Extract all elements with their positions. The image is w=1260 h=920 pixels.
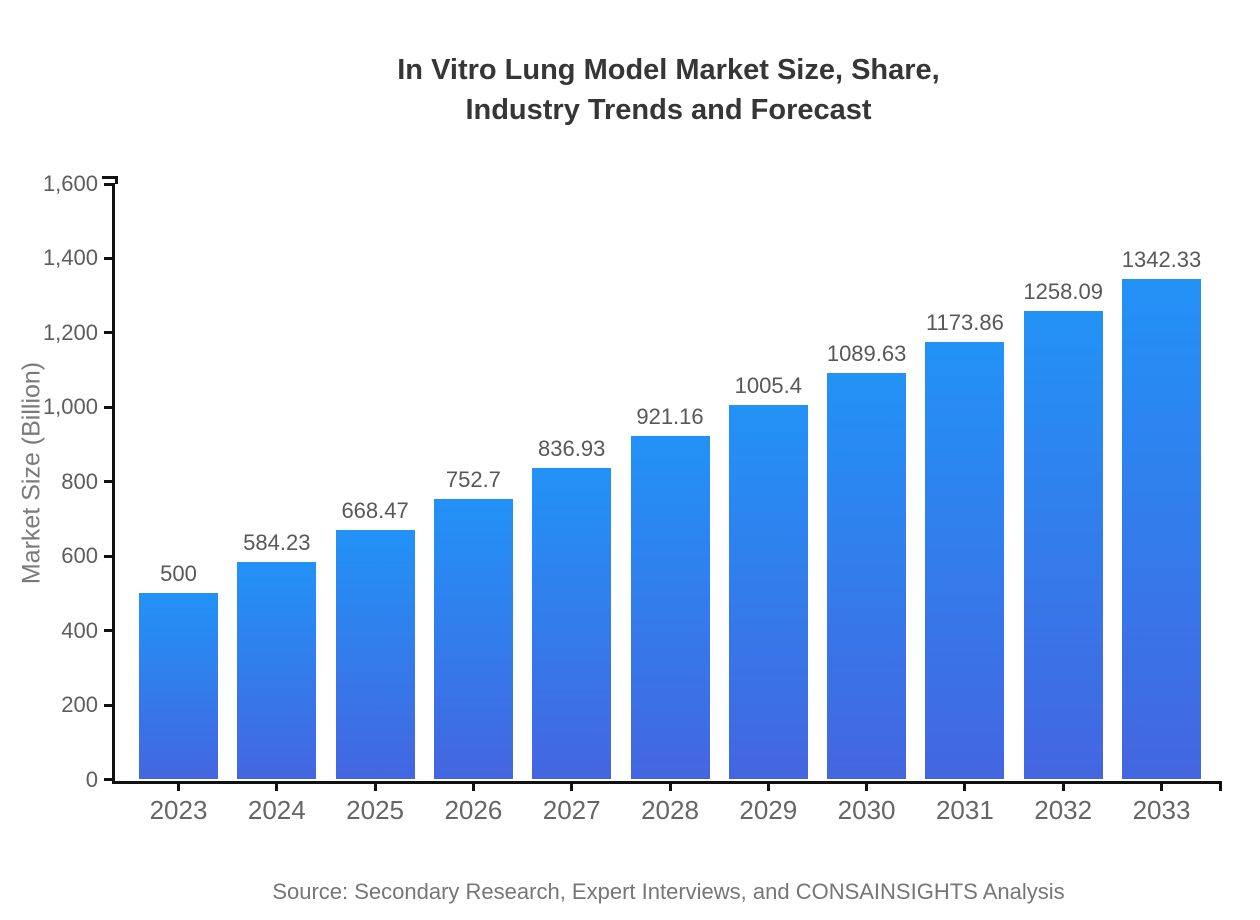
x-tick-mark	[1160, 781, 1163, 791]
x-tick-label: 2030	[837, 795, 896, 825]
chart-title: In Vitro Lung Model Market Size, Share, …	[115, 50, 1222, 130]
x-tick-label: 2032	[1034, 795, 1093, 825]
x-tick-label: 2024	[247, 795, 306, 825]
bar-value-label: 1173.86	[925, 310, 1004, 336]
y-tick-label: 200	[61, 692, 98, 718]
x-tick-mark	[766, 781, 770, 791]
bar-2030	[827, 373, 907, 779]
bar-value-label: 836.93	[538, 435, 606, 461]
x-tick-label: 2026	[444, 795, 503, 825]
y-tick-mark	[104, 405, 115, 409]
bar-value-label: 500	[160, 560, 197, 586]
bar-value-label: 1342.33	[1121, 247, 1202, 273]
bar-value-label: 752.7	[445, 466, 501, 492]
y-tick-label: 1,200	[42, 319, 98, 345]
chart-title-line1: In Vitro Lung Model Market Size, Share,	[397, 54, 940, 86]
x-tick-mark	[963, 781, 967, 791]
y-tick-mark	[104, 778, 115, 781]
bar-2026	[433, 498, 513, 779]
y-tick-label: 1,400	[42, 245, 98, 271]
y-tick-label: 600	[61, 543, 98, 569]
bar-value-label: 1005.4	[734, 372, 802, 398]
x-tick-label: 2023	[149, 795, 208, 825]
bar-2024	[237, 561, 317, 779]
bar-value-label: 921.16	[636, 404, 704, 430]
bar-2027	[532, 467, 612, 779]
bar-value-label: 1258.09	[1023, 278, 1103, 304]
bar-value-label: 1089.63	[826, 341, 907, 367]
x-tick-mark	[177, 781, 180, 791]
x-axis-end-tick	[1219, 781, 1222, 791]
y-axis-top-cap	[102, 176, 115, 179]
y-tick-label: 0	[85, 766, 98, 792]
y-tick-mark	[104, 182, 115, 186]
x-tick-label: 2027	[542, 795, 601, 825]
bar-2023	[139, 592, 218, 779]
bar-2025	[335, 530, 415, 779]
x-tick-mark	[471, 781, 475, 791]
y-tick-mark	[104, 480, 115, 484]
source-note: Source: Secondary Research, Expert Inter…	[272, 879, 1065, 904]
bar-value-label: 668.47	[341, 498, 409, 524]
x-tick-mark	[275, 781, 279, 791]
y-tick-label: 800	[61, 468, 98, 494]
x-tick-label: 2033	[1132, 795, 1191, 825]
y-axis-top-extension	[115, 176, 118, 184]
y-tick-label: 400	[61, 617, 98, 643]
y-tick-mark	[104, 629, 115, 633]
x-tick-mark	[668, 781, 672, 791]
y-tick-mark	[104, 554, 115, 558]
bar-chart-plot-area: 0 200 400 600 800 1,000 1,200 1,400 1,600 500 2023…	[43, 171, 1222, 825]
x-tick-mark	[865, 781, 869, 791]
x-tick-label: 2028	[641, 795, 699, 825]
x-tick-label: 2031	[935, 795, 994, 825]
bar-2031	[925, 342, 1005, 779]
x-tick-label: 2029	[739, 795, 798, 825]
x-tick-mark	[570, 781, 574, 791]
bar-2028	[630, 436, 710, 779]
chart-title-line2: Industry Trends and Forecast	[465, 94, 872, 126]
y-tick-label: 1,000	[42, 394, 98, 420]
x-tick-label: 2025	[346, 795, 405, 825]
bar-2029	[728, 404, 808, 779]
bar-2033	[1122, 279, 1201, 779]
bar-value-label: 584.23	[243, 529, 311, 555]
x-tick-mark	[373, 781, 377, 791]
y-tick-mark	[104, 256, 115, 260]
y-tick-mark	[104, 703, 115, 707]
bar-2032	[1023, 310, 1103, 779]
x-tick-mark	[1061, 781, 1065, 791]
y-tick-label: 1,600	[42, 171, 98, 196]
y-tick-mark	[104, 331, 115, 335]
